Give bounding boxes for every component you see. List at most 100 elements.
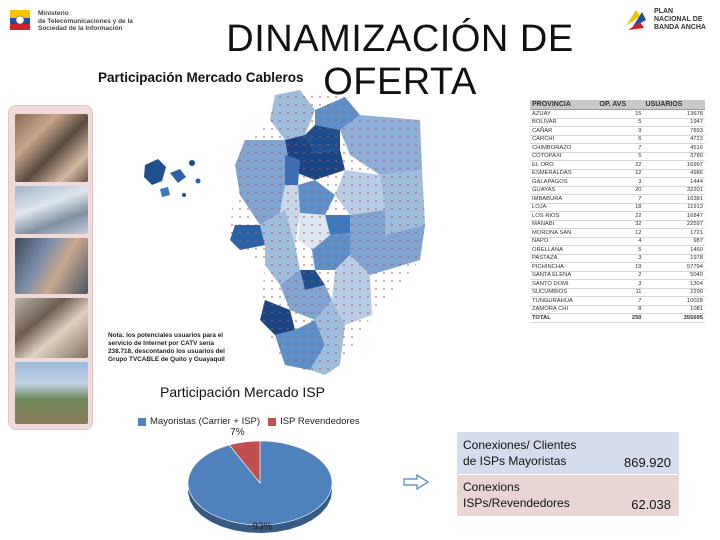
province-name-cell: IMBABURA xyxy=(530,194,598,204)
table-row: LOJA 18 11913 xyxy=(530,203,705,212)
operators-cell: 7 xyxy=(597,194,644,204)
province-name-cell: NAPO xyxy=(530,237,598,246)
plan-banda-ancha-logo: PLAN NACIONAL DE BANDA ANCHA xyxy=(616,4,716,36)
users-cell: 16381 xyxy=(643,194,705,204)
province-name-cell: SUCUMBIOS xyxy=(530,288,598,297)
table-row: TUNGURAHUA 7 10028 xyxy=(530,296,705,306)
table-row: CARCHI 6 4723 xyxy=(530,135,705,144)
table-row: ESMERALDAS 12 4986 xyxy=(530,169,705,178)
province-name-cell: EL ORO xyxy=(530,160,598,170)
connections-label-line: Conexions xyxy=(463,480,520,495)
legend-swatch-mayoristas xyxy=(138,417,146,426)
operators-cell: 22 xyxy=(597,160,644,170)
plan-logo-line: BANDA ANCHA xyxy=(654,24,706,31)
operators-cell: 3 xyxy=(597,279,644,289)
photo-computer-users xyxy=(15,238,88,294)
operators-cell: 9 xyxy=(597,126,644,136)
table-row: SANTO DOMI 3 1304 xyxy=(530,279,705,289)
operators-cell: 7 xyxy=(597,143,644,153)
users-cell: 1947 xyxy=(643,118,705,127)
ministry-logo-line: Sociedad de la Información xyxy=(38,25,123,32)
users-cell: 1721 xyxy=(643,228,705,238)
table-row: GALAPAGOS 3 1444 xyxy=(530,177,705,187)
users-cell: 22597 xyxy=(643,220,705,229)
province-name-cell: MORONA SAN xyxy=(530,228,598,238)
galapagos-islands xyxy=(182,193,186,197)
right-arrow-icon xyxy=(403,474,429,490)
table-row: AZUAY 15 13678 xyxy=(530,109,705,119)
table-row: PASTAZA 3 1978 xyxy=(530,254,705,263)
galapagos-islands xyxy=(160,187,170,197)
province-operators-table: PROVINCIA OP. AVS USUARIOS AZUAY 15 13678 B… xyxy=(530,100,705,323)
operators-cell: 12 xyxy=(597,169,644,178)
province-name-cell: CHIMBORAZO xyxy=(530,143,598,153)
operators-cell: 15 xyxy=(597,109,644,119)
users-cell: 4723 xyxy=(643,135,705,144)
table-row: SUCUMBIOS 11 2290 xyxy=(530,288,705,297)
operators-cell: 4 xyxy=(597,237,644,246)
table-row: NAPO 4 987 xyxy=(530,237,705,246)
users-cell: 7893 xyxy=(643,126,705,136)
table-row: SANTA ELENA 2 5040 xyxy=(530,271,705,280)
table-row: ZAMORA CHI 8 1081 xyxy=(530,305,705,314)
ecuador-flag-emblem-icon xyxy=(10,10,30,30)
connections-label-line: Conexiones/ Clientes xyxy=(463,437,577,452)
operators-cell: 11 xyxy=(597,288,644,297)
galapagos-islands xyxy=(144,159,166,185)
table-row: EL ORO 22 16997 xyxy=(530,160,705,170)
cable-market-subtitle: Participación Mercado Cableros xyxy=(98,70,304,85)
table-row: MORONA SAN 12 1721 xyxy=(530,228,705,238)
catv-users-note: Nota: los potenciales usuarios para el s… xyxy=(108,332,225,363)
connections-label-line: ISPs/Revendedores xyxy=(463,496,570,511)
operator-dots-overlay xyxy=(230,90,425,375)
province-name-cell: PASTAZA xyxy=(530,254,598,263)
table-row: Conexiones/ Clientes de ISPs Mayoristas … xyxy=(457,432,679,475)
province-name-cell: GUAYAS xyxy=(530,186,598,195)
operators-cell: 5 xyxy=(597,152,644,161)
table-row: IMBABURA 7 16381 xyxy=(530,194,705,204)
operators-cell: 18 xyxy=(597,203,644,212)
operators-cell: 5 xyxy=(597,245,644,255)
province-name-cell: SANTO DOMI xyxy=(530,279,598,289)
chart-legend: Mayoristas (Carrier + ISP) ISP Revendedo… xyxy=(138,416,360,427)
users-cell: 1978 xyxy=(643,254,705,263)
operators-cell: 22 xyxy=(597,211,644,221)
province-name-cell: BOLIVAR xyxy=(530,118,598,127)
users-cell: 987 xyxy=(643,237,705,246)
province-name-cell: TUNGURAHUA xyxy=(530,296,598,306)
operators-cell: 3 xyxy=(597,177,644,187)
users-cell: 3780 xyxy=(643,152,705,161)
galapagos-islands xyxy=(195,178,201,184)
photo-people-collage xyxy=(15,114,88,182)
ecuador-provinces-map xyxy=(144,90,425,375)
photo-strip xyxy=(8,105,93,430)
total-users: 355695 xyxy=(643,313,705,323)
photo-landscape xyxy=(15,362,88,424)
pie-slice-revendedores xyxy=(228,440,261,484)
table-header-row: PROVINCIA OP. AVS USUARIOS xyxy=(530,100,705,110)
operators-cell: 6 xyxy=(597,135,644,144)
users-cell: 1444 xyxy=(643,177,705,187)
column-header-province: PROVINCIA xyxy=(530,100,598,110)
users-cell: 1460 xyxy=(643,245,705,255)
province-name-cell: LOJA xyxy=(530,203,598,212)
ministry-logo-line: Ministerio xyxy=(38,10,69,17)
column-header-users: USUARIOS xyxy=(643,100,705,110)
galapagos-islands xyxy=(170,169,186,183)
table-row: CHIMBORAZO 7 4516 xyxy=(530,143,705,153)
province-name-cell: GALAPAGOS xyxy=(530,177,598,187)
operators-cell: 20 xyxy=(597,186,644,195)
isp-market-subtitle: Participación Mercado ISP xyxy=(160,384,325,400)
province-name-cell: PICHINCHA xyxy=(530,262,598,272)
operators-cell: 12 xyxy=(597,228,644,238)
connections-label-line: de ISPs Mayoristas xyxy=(463,453,567,468)
province-name-cell: CARCHI xyxy=(530,135,598,144)
operators-cell: 8 xyxy=(597,305,644,314)
table-row: LOS RIOS 22 16847 xyxy=(530,211,705,221)
total-operators: 250 xyxy=(597,313,644,323)
province-name-cell: ORELLANA xyxy=(530,245,598,255)
province-name-cell: ESMERALDAS xyxy=(530,169,598,178)
users-cell: 4516 xyxy=(643,143,705,153)
plan-logo-line: PLAN xyxy=(654,8,674,15)
table-row: CAÑAR 9 7893 xyxy=(530,126,705,136)
